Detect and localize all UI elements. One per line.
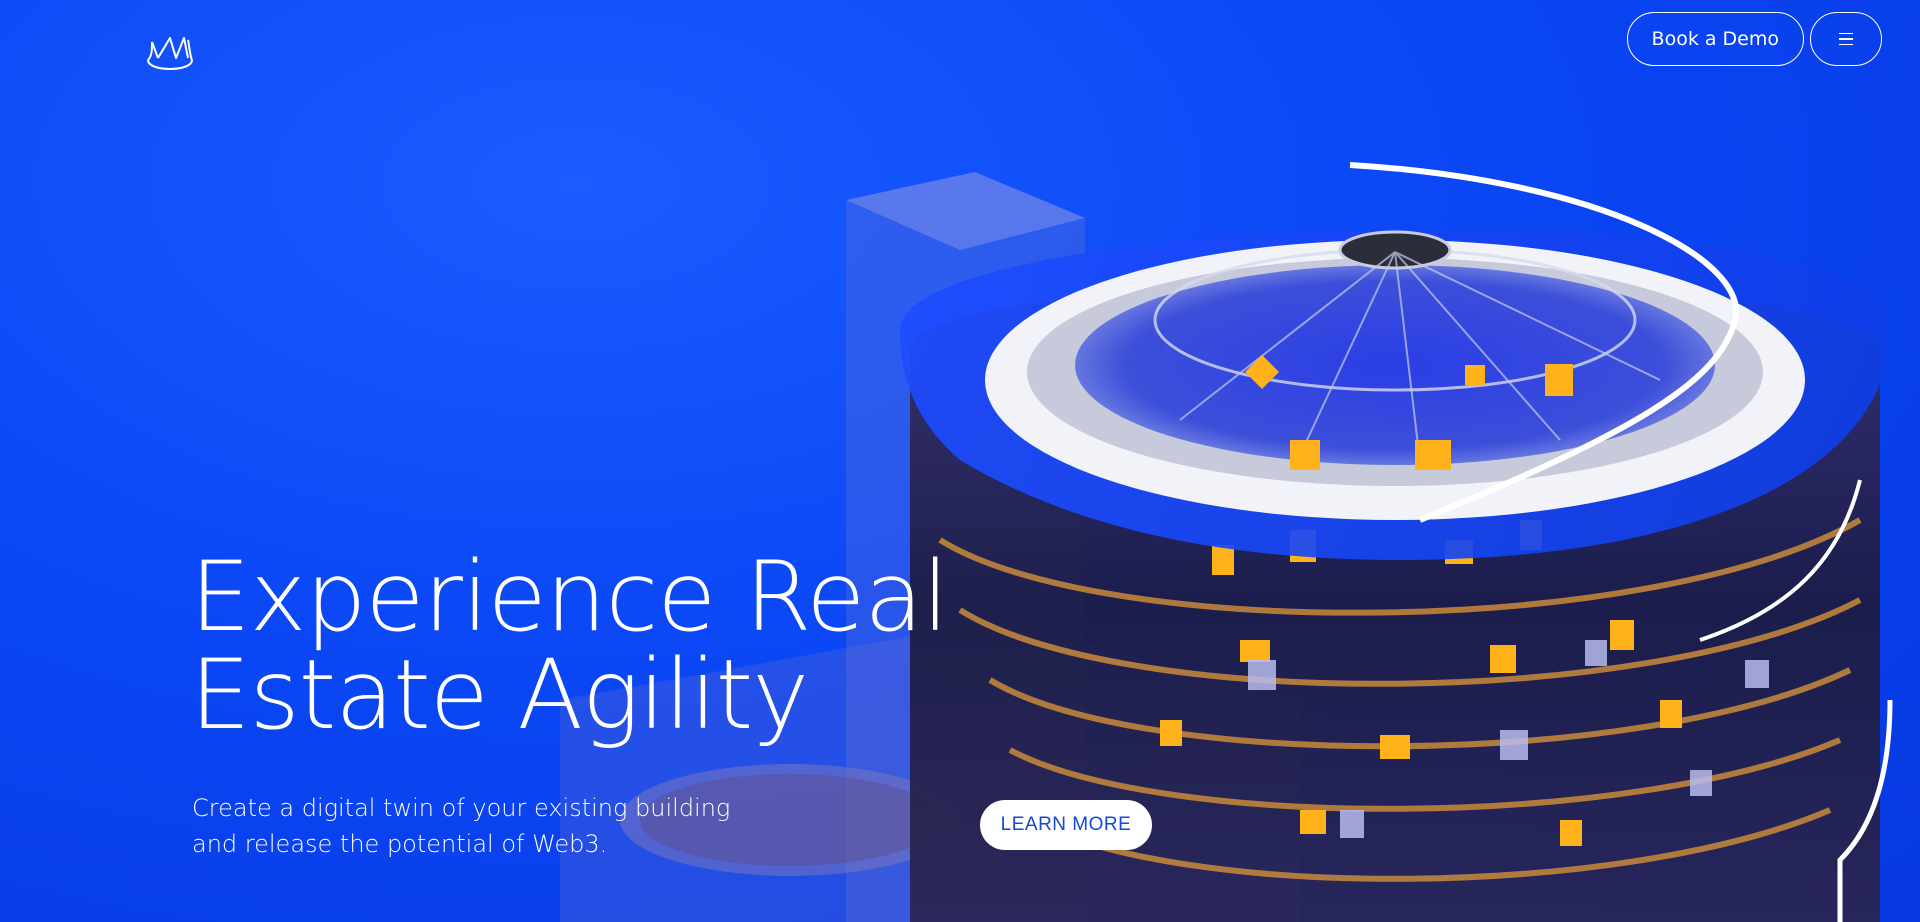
- learn-more-button[interactable]: LEARN MORE: [980, 800, 1152, 850]
- subtext-line-1: Create a digital twin of your existing b…: [192, 794, 731, 822]
- hero-headline: Experience Real Estate Agility: [190, 541, 949, 751]
- header-actions: Book a Demo: [1626, 12, 1882, 66]
- book-a-demo-button[interactable]: Book a Demo: [1626, 12, 1804, 66]
- menu-button[interactable]: [1810, 12, 1882, 66]
- hero-subtext: Create a digital twin of your existing b…: [192, 790, 731, 862]
- crown-m-logo-icon[interactable]: [146, 30, 194, 72]
- subtext-line-2: and release the potential of Web3.: [192, 830, 608, 858]
- hamburger-menu-icon: [1839, 32, 1853, 46]
- headline-line-2: Estate Agility: [190, 639, 809, 751]
- headline-line-1: Experience Real: [190, 541, 949, 653]
